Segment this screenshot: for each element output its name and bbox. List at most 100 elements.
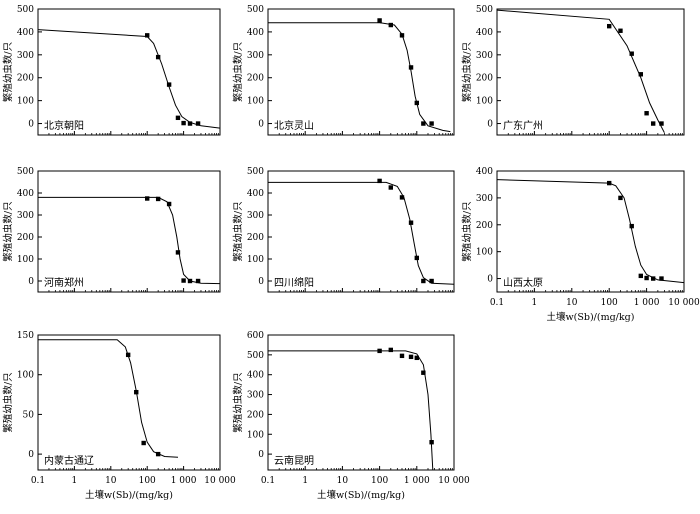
data-point bbox=[421, 370, 426, 375]
x-tick-label: 1 000 bbox=[171, 476, 197, 486]
x-axis-label: 土壤w(Sb)/(mg/kg) bbox=[547, 311, 635, 323]
x-tick-label: 10 bbox=[105, 476, 117, 486]
y-tick-label: 100 bbox=[247, 255, 264, 265]
y-tick-label: 100 bbox=[476, 97, 493, 107]
y-tick-label: 300 bbox=[247, 211, 264, 221]
y-tick-label: 400 bbox=[247, 28, 264, 38]
data-point bbox=[377, 348, 382, 354]
data-point bbox=[414, 100, 419, 106]
x-axis-label: 土壤w(Sb)/(mg/kg) bbox=[317, 489, 405, 501]
y-tick-label: 100 bbox=[17, 371, 34, 381]
x-tick-label: 100 bbox=[371, 476, 388, 486]
data-point bbox=[650, 276, 656, 281]
data-point bbox=[377, 18, 382, 23]
x-tick-label: 10 bbox=[337, 476, 349, 486]
y-tick-label: 0 bbox=[258, 277, 264, 287]
plot-frame bbox=[496, 8, 685, 136]
y-axis-label: 繁殖幼虫数/只 bbox=[232, 372, 244, 432]
y-tick-label: 200 bbox=[17, 233, 34, 243]
y-axis-label: 繁殖幼虫数/只 bbox=[2, 372, 14, 432]
data-point bbox=[399, 33, 405, 38]
x-tick-label: 1 bbox=[72, 476, 78, 486]
data-point bbox=[618, 28, 623, 33]
y-axis-label: 繁殖幼虫数/只 bbox=[232, 42, 244, 102]
plot-frame bbox=[267, 8, 455, 136]
data-point bbox=[659, 276, 664, 281]
plot-frame bbox=[37, 170, 221, 293]
y-tick-label: 0 bbox=[28, 277, 34, 287]
location-label: 山西太原 bbox=[503, 276, 543, 289]
y-tick-label: 500 bbox=[247, 351, 264, 361]
location-label: 北京朝阳 bbox=[44, 119, 84, 132]
location-label: 北京灵山 bbox=[274, 119, 314, 132]
data-point bbox=[166, 201, 172, 207]
plot-frame bbox=[267, 170, 455, 293]
location-label: 河南郑州 bbox=[44, 276, 84, 289]
y-axis-label: 繁殖幼虫数/只 bbox=[461, 42, 473, 102]
y-axis-label: 繁殖幼虫数/只 bbox=[461, 201, 473, 261]
data-point bbox=[175, 115, 181, 121]
data-point bbox=[644, 111, 649, 116]
location-label: 广东广州 bbox=[503, 119, 543, 132]
data-point bbox=[659, 121, 664, 126]
y-tick-label: 200 bbox=[247, 233, 264, 243]
chart-panel-6: 0 100 200 300 400 0.1 1 10 100 1 000 10 000 繁殖幼虫数/只… bbox=[461, 167, 700, 323]
y-axis-label: 繁殖幼虫数/只 bbox=[2, 42, 14, 102]
fit-curve bbox=[268, 181, 454, 285]
data-point bbox=[421, 121, 426, 126]
y-tick-label: 500 bbox=[247, 5, 264, 15]
y-tick-label: 0 bbox=[28, 120, 34, 130]
x-axis-label: 土壤w(Sb)/(mg/kg) bbox=[85, 489, 173, 501]
data-point bbox=[175, 250, 181, 255]
data-point bbox=[134, 389, 139, 395]
x-tick-label: 100 bbox=[139, 476, 156, 486]
x-tick-label: 0.1 bbox=[261, 476, 275, 486]
data-point bbox=[145, 196, 150, 201]
x-tick-label: 10 bbox=[566, 298, 578, 308]
data-point bbox=[408, 220, 414, 225]
location-label: 云南昆明 bbox=[274, 454, 314, 467]
plot-frame bbox=[37, 8, 221, 136]
data-point bbox=[607, 180, 612, 186]
fit-curve bbox=[38, 339, 179, 458]
data-point bbox=[181, 278, 186, 283]
fit-curve bbox=[497, 9, 665, 133]
y-tick-label: 0 bbox=[258, 120, 264, 130]
y-tick-label: 100 bbox=[476, 248, 493, 258]
y-tick-label: 100 bbox=[17, 97, 34, 107]
x-tick-label: 10 000 bbox=[668, 298, 700, 308]
y-tick-label: 400 bbox=[476, 28, 493, 38]
plot-frame bbox=[267, 334, 455, 471]
y-tick-label: 200 bbox=[17, 74, 34, 84]
y-tick-label: 100 bbox=[247, 97, 264, 107]
data-point bbox=[629, 51, 634, 56]
data-point bbox=[429, 440, 434, 445]
y-axis-label: 繁殖幼虫数/只 bbox=[232, 201, 244, 261]
y-tick-label: 500 bbox=[17, 5, 34, 15]
data-point bbox=[187, 121, 193, 126]
x-tick-label: 1 bbox=[532, 298, 538, 308]
data-point bbox=[408, 65, 414, 70]
data-point bbox=[195, 278, 201, 284]
data-point bbox=[644, 275, 649, 281]
y-tick-label: 0 bbox=[28, 450, 34, 460]
y-tick-label: 300 bbox=[476, 51, 493, 61]
y-tick-label: 500 bbox=[17, 167, 34, 177]
data-point bbox=[429, 121, 434, 126]
data-point bbox=[377, 178, 382, 184]
data-point bbox=[650, 121, 656, 126]
y-tick-label: 0 bbox=[487, 275, 493, 285]
y-tick-label: 0 bbox=[258, 450, 264, 460]
data-point bbox=[399, 353, 405, 359]
data-point bbox=[414, 355, 419, 361]
x-tick-label: 1 000 bbox=[634, 298, 660, 308]
fit-curve bbox=[497, 179, 684, 284]
data-point bbox=[421, 278, 426, 284]
y-tick-label: 400 bbox=[17, 28, 34, 38]
plot-frame bbox=[37, 334, 221, 471]
